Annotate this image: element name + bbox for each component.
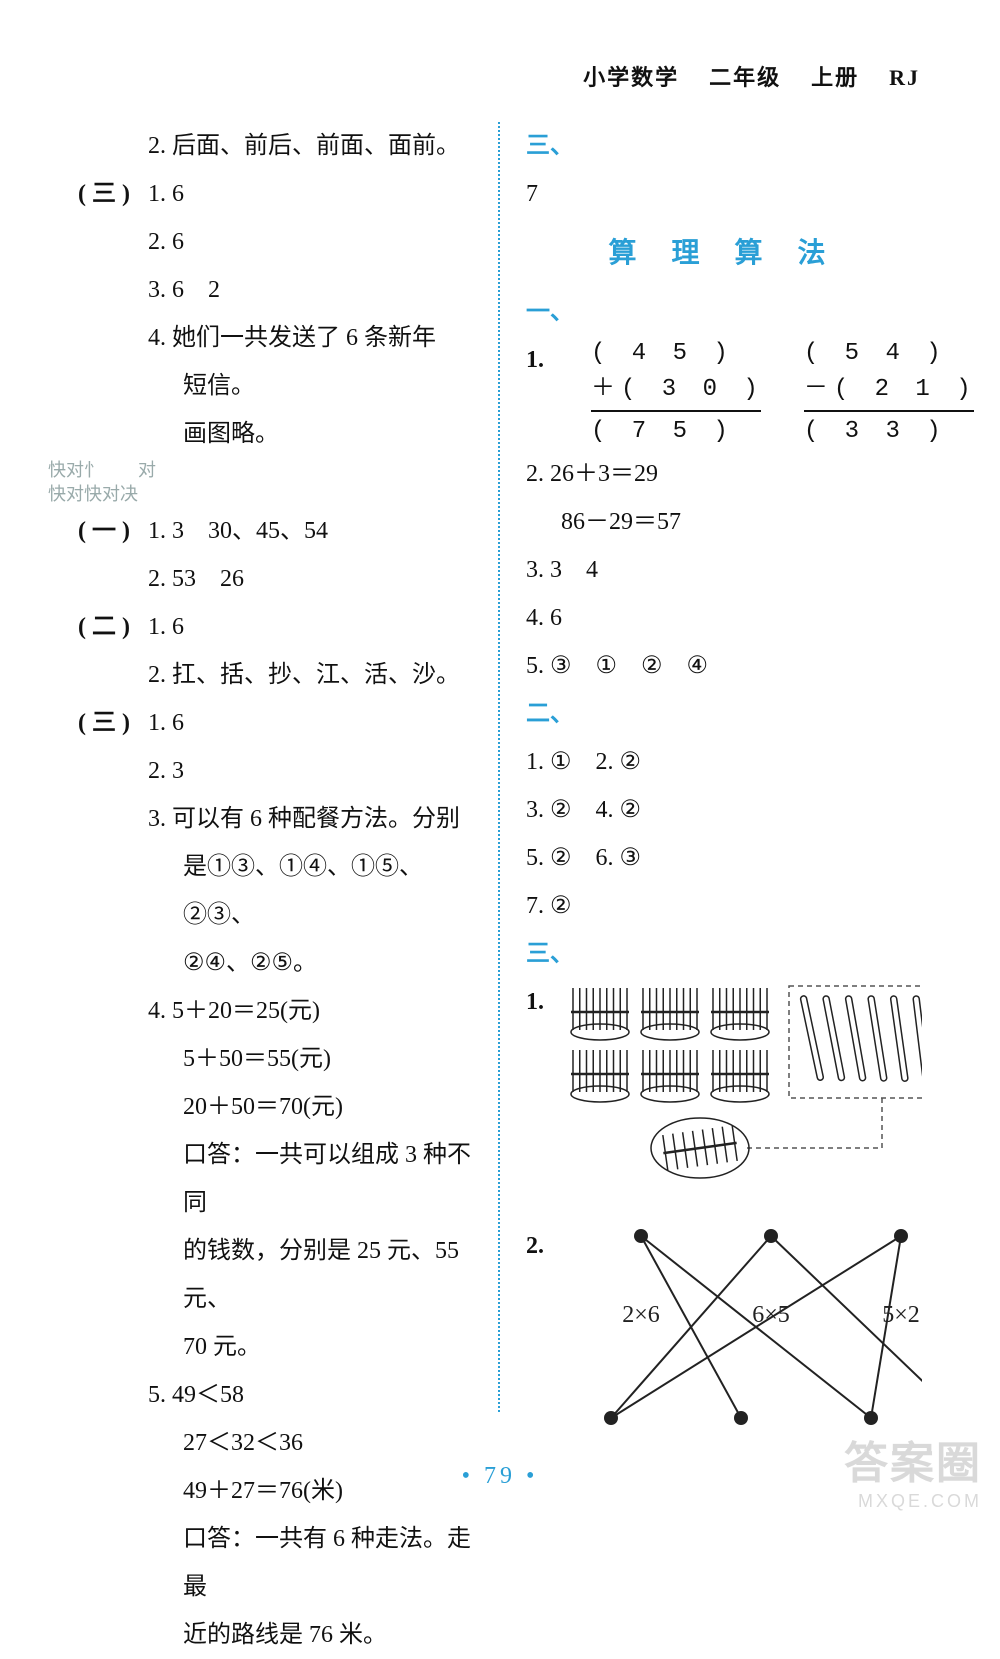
header-grade: 二年级 — [709, 65, 781, 90]
section-title: 算 理 算 法 — [526, 226, 922, 282]
page-number: • 79 • — [462, 1463, 539, 1489]
watermark: 答案圈 MXQE.COM — [844, 1427, 982, 1512]
l-s3-1: 1. 6 — [148, 170, 184, 218]
arith-l-a: ( 4 5 ) — [591, 336, 764, 372]
r-head2: 二、 — [526, 690, 922, 738]
l-s3b-row: ( 三 ) 1. 6 — [78, 699, 480, 747]
bundles-diagram — [561, 978, 922, 1218]
svg-text:5×2: 5×2 — [882, 1302, 920, 1328]
columns: 2. 后面、前后、前面、面前。 ( 三 ) 1. 6 2. 6 3. 6 2 4… — [60, 122, 940, 1412]
r-q2b: 86－29＝57 — [526, 498, 922, 546]
l-s3b-4c: 20＋50＝70(元) — [78, 1083, 480, 1131]
l-s3b-2: 2. 3 — [78, 747, 480, 795]
r-ans7: 7 — [526, 170, 922, 218]
matching-diagram: 2×6 6×5 5×2 — [561, 1222, 922, 1432]
l-s3b-1: 1. 6 — [148, 699, 184, 747]
l-s1-1: 1. 3 30、45、54 — [148, 507, 328, 555]
r-q5: 5. ③ ① ② ④ — [526, 642, 922, 690]
r-p2-5: 5. ② 6. ③ — [526, 834, 922, 882]
r-head3b: 三、 — [526, 930, 922, 978]
l-s3-2: 2. 6 — [78, 218, 480, 266]
header-volume: 上册 — [811, 65, 859, 90]
watermark-big: 答案圈 — [844, 1427, 982, 1491]
l-s2-2: 2. 扛、括、抄、江、活、沙。 — [78, 651, 480, 699]
l-line-2: 2. 后面、前后、前面、面前。 — [78, 122, 480, 170]
r-p3-1-label: 1. — [526, 978, 561, 1218]
r-head1: 一、 — [526, 288, 922, 336]
r-head3: 三、 — [526, 122, 922, 170]
page-header: 小学数学 二年级 上册 RJ — [60, 60, 940, 92]
right-column: 三、 7 算 理 算 法 一、 1. ( 4 5 ) ＋( 3 0 ) ( 7 … — [500, 122, 940, 1412]
r-p3-1-row: 1. — [526, 978, 922, 1218]
l-s3-4a: 4. 她们一共发送了 6 条新年 — [78, 314, 480, 362]
r-p2-7: 7. ② — [526, 882, 922, 930]
r-p2-3: 3. ② 4. ② — [526, 786, 922, 834]
r-p2-1: 1. ① 2. ② — [526, 738, 922, 786]
arith-left: ( 4 5 ) ＋( 3 0 ) ( 7 5 ) — [591, 336, 764, 450]
l-s3b-4d: 口答：一共可以组成 3 种不同 — [78, 1131, 480, 1227]
arith-r-rule — [804, 410, 974, 412]
r-q2a: 2. 26＋3＝29 — [526, 450, 922, 498]
r-q3: 3. 3 4 — [526, 546, 922, 594]
watermark-small: MXQE.COM — [844, 1491, 982, 1512]
r-q4: 4. 6 — [526, 594, 922, 642]
arith-block: ( 4 5 ) ＋( 3 0 ) ( 7 5 ) ( 5 4 ) －( 2 1 … — [591, 336, 977, 450]
left-column: 2. 后面、前后、前面、面前。 ( 三 ) 1. 6 2. 6 3. 6 2 4… — [60, 122, 500, 1412]
arith-l-op: ＋( 3 0 ) — [591, 372, 764, 408]
l-s3b-5b: 27＜32＜36 — [78, 1419, 480, 1467]
l-s3b-5d: 口答：一共有 6 种走法。走最 — [78, 1515, 480, 1611]
l-s3-4c: 画图略。 — [78, 410, 480, 458]
arith-r-res: ( 3 3 ) — [804, 414, 977, 450]
l-s3b-label: ( 三 ) — [78, 699, 148, 747]
l-s3-3: 3. 6 2 — [78, 266, 480, 314]
l-s1-2: 2. 53 26 — [78, 555, 480, 603]
header-code: RJ — [889, 65, 920, 90]
l-s2-label: ( 二 ) — [78, 603, 148, 651]
l-s2-row: ( 二 ) 1. 6 — [78, 603, 480, 651]
l-s3b-3a: 3. 可以有 6 种配餐方法。分别 — [78, 795, 480, 843]
svg-text:6×5: 6×5 — [752, 1302, 790, 1328]
svg-text:2×6: 2×6 — [622, 1302, 660, 1328]
l-s3-row: ( 三 ) 1. 6 — [78, 170, 480, 218]
l-s3b-5e: 近的路线是 76 米。 — [78, 1611, 480, 1659]
smudge-1: 快对忄 对 — [48, 460, 480, 482]
l-s3b-3c: ②④、②⑤。 — [78, 939, 480, 987]
arith-l-rule — [591, 410, 761, 412]
l-s1-label: ( 一 ) — [78, 507, 148, 555]
r-q1-label: 1. — [526, 336, 561, 450]
smudge-2: 快对快对决 — [48, 484, 480, 506]
header-subject: 小学数学 — [583, 65, 679, 90]
l-s3b-4f: 70 元。 — [78, 1323, 480, 1371]
arith-r-op: －( 2 1 ) — [804, 372, 977, 408]
l-s1-row: ( 一 ) 1. 3 30、45、54 — [78, 507, 480, 555]
arith-right: ( 5 4 ) －( 2 1 ) ( 3 3 ) — [804, 336, 977, 450]
r-q1-row: 1. ( 4 5 ) ＋( 3 0 ) ( 7 5 ) ( 5 4 ) －( 2… — [526, 336, 922, 450]
l-s3-4b: 短信。 — [78, 362, 480, 410]
l-s2-1: 1. 6 — [148, 603, 184, 651]
arith-l-res: ( 7 5 ) — [591, 414, 764, 450]
r-p3-2-label: 2. — [526, 1222, 561, 1432]
l-s3b-4e: 的钱数，分别是 25 元、55 元、 — [78, 1227, 480, 1323]
l-s3b-3b: 是①③、①④、①⑤、②③、 — [78, 843, 480, 939]
l-s3b-5a: 5. 49＜58 — [78, 1371, 480, 1419]
arith-r-a: ( 5 4 ) — [804, 336, 977, 372]
l-s3-label: ( 三 ) — [78, 170, 148, 218]
page: 小学数学 二年级 上册 RJ 2. 后面、前后、前面、面前。 ( 三 ) 1. … — [0, 0, 1000, 1518]
r-p3-2-row: 2. 2×6 6×5 5×2 — [526, 1222, 922, 1432]
l-s3b-4a: 4. 5＋20＝25(元) — [78, 987, 480, 1035]
l-s3b-4b: 5＋50＝55(元) — [78, 1035, 480, 1083]
